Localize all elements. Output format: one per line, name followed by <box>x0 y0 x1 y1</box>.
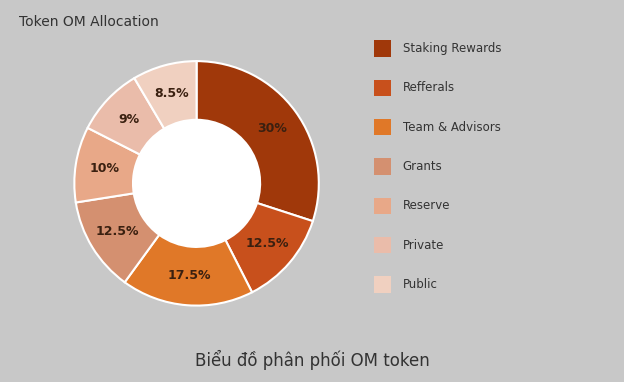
Bar <box>374 276 391 293</box>
Text: 30%: 30% <box>257 122 286 135</box>
Text: Team & Advisors: Team & Advisors <box>403 121 500 134</box>
Text: 12.5%: 12.5% <box>245 237 289 250</box>
Text: Private: Private <box>403 238 444 251</box>
Bar <box>374 237 391 253</box>
Wedge shape <box>134 61 197 129</box>
Wedge shape <box>197 61 319 221</box>
Text: 8.5%: 8.5% <box>155 87 189 100</box>
Text: Staking Rewards: Staking Rewards <box>403 42 501 55</box>
Text: 9%: 9% <box>119 113 139 126</box>
Wedge shape <box>125 235 252 306</box>
Text: Grants: Grants <box>403 160 442 173</box>
Text: Token OM Allocation: Token OM Allocation <box>19 15 158 29</box>
Wedge shape <box>74 128 140 202</box>
Text: 12.5%: 12.5% <box>95 225 139 238</box>
Wedge shape <box>87 78 164 154</box>
Circle shape <box>133 120 260 247</box>
Text: 10%: 10% <box>90 162 120 175</box>
Text: Reserve: Reserve <box>403 199 451 212</box>
Text: Public: Public <box>403 278 437 291</box>
Bar <box>374 80 391 96</box>
Bar <box>374 40 391 57</box>
Bar <box>374 158 391 175</box>
Bar <box>374 197 391 214</box>
Text: Biểu đồ phân phối OM token: Biểu đồ phân phối OM token <box>195 350 429 370</box>
Bar <box>374 119 391 135</box>
Wedge shape <box>76 193 159 282</box>
Wedge shape <box>225 203 313 292</box>
Text: 17.5%: 17.5% <box>167 269 211 282</box>
Text: Refferals: Refferals <box>403 81 455 94</box>
